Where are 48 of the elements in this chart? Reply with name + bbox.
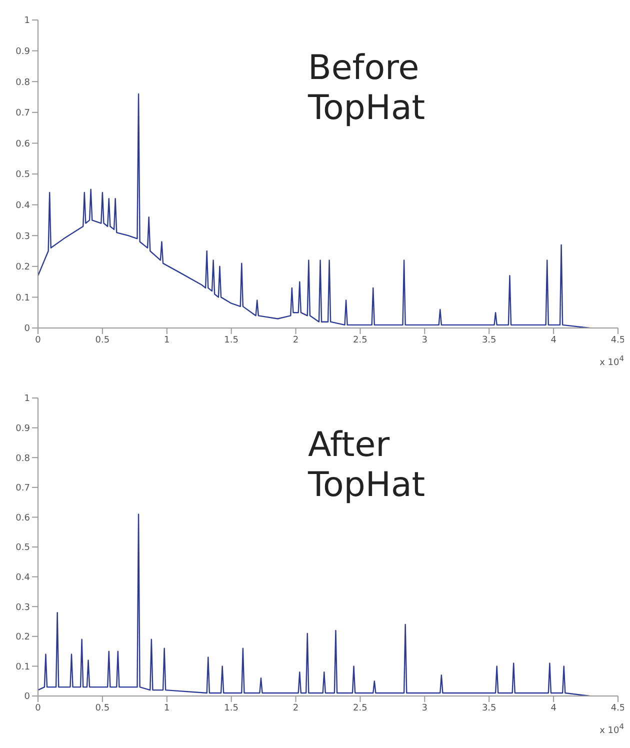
x-tick-label: 2 (292, 335, 299, 346)
y-tick-label: 1 (24, 16, 30, 26)
x-tick-label: 0 (35, 335, 42, 346)
y-tick-label: 0.5 (16, 170, 30, 180)
y-tick-label: 1 (24, 394, 30, 404)
x-tick-label: 4.5 (610, 335, 626, 346)
y-tick-label: 0.2 (16, 632, 30, 643)
x-tick-label: 1.5 (224, 703, 238, 714)
y-tick-label: 0 (24, 324, 30, 334)
x-tick-label: 4.5 (610, 703, 626, 714)
y-tick-label: 0.2 (16, 262, 30, 273)
x-tick-label: 1 (164, 703, 170, 714)
x-tick-label: 4 (550, 703, 557, 714)
y-tick-label: 0 (24, 692, 30, 702)
y-tick-label: 0.8 (16, 78, 30, 88)
x-tick-label: 3 (422, 703, 428, 714)
y-tick-label: 0.4 (16, 572, 30, 583)
y-tick-label: 0.1 (16, 662, 30, 672)
y-tick-label: 0.7 (16, 108, 30, 119)
text: x 10$^{4}$ (600, 354, 624, 368)
x-tick-label: 4 (550, 335, 557, 346)
line-series (38, 93, 590, 328)
x-tick-label: 2 (292, 703, 299, 714)
x-tick-label: 3 (422, 335, 428, 346)
y-tick-label: 0.9 (16, 46, 30, 57)
x-tick-label: 3.5 (482, 335, 496, 346)
y-tick-label: 0.6 (16, 513, 30, 524)
y-tick-label: 0.1 (16, 293, 30, 304)
text: Before TopHat (308, 48, 426, 128)
x-tick-label: 3.5 (482, 703, 496, 714)
y-tick-label: 0.3 (16, 602, 30, 613)
x-tick-label: 2.5 (353, 703, 368, 714)
line-series (38, 514, 590, 696)
x-tick-label: 0 (35, 703, 42, 714)
x-tick-label: 2.5 (353, 335, 368, 346)
x-tick-label: 1.5 (224, 335, 238, 346)
y-tick-label: 0.7 (16, 484, 30, 494)
y-tick-label: 0.4 (16, 200, 30, 211)
x-tick-label: 0.5 (95, 335, 110, 346)
x-tick-label: 0.5 (95, 703, 110, 714)
y-tick-label: 0.3 (16, 232, 30, 242)
y-tick-label: 0.6 (16, 139, 30, 150)
text: After TopHat (308, 424, 426, 505)
text: x 10$^{4}$ (600, 722, 624, 736)
y-tick-label: 0.8 (16, 454, 30, 464)
x-tick-label: 1 (164, 335, 170, 346)
y-tick-label: 0.5 (16, 543, 30, 554)
y-tick-label: 0.9 (16, 424, 30, 434)
